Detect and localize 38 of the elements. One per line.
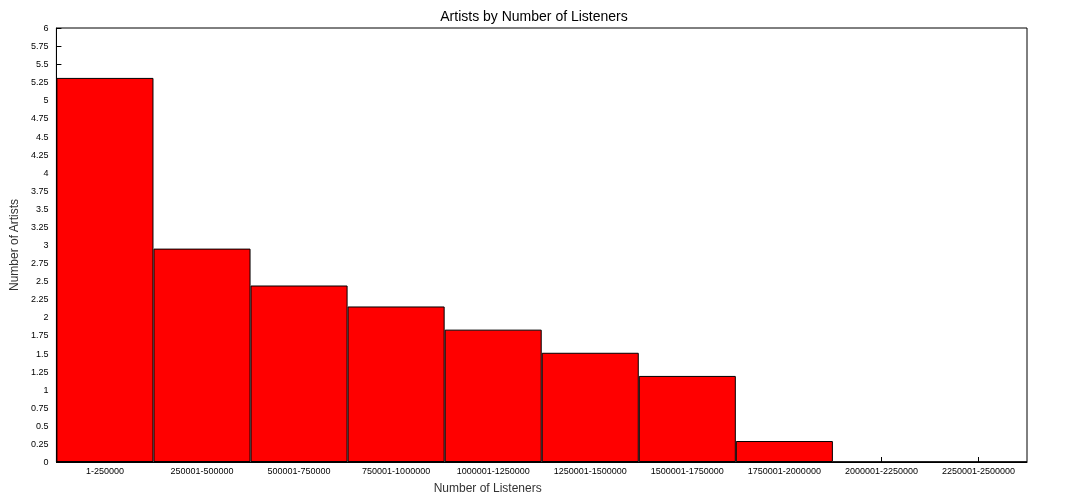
x-tick-label: 2250001-2500000 bbox=[941, 465, 1016, 476]
x-tick-label: 1500001-1750000 bbox=[650, 465, 724, 476]
y-tick-label: 1 bbox=[43, 384, 49, 395]
x-tick-label: 1750001-2000000 bbox=[747, 465, 821, 476]
y-tick-label: 2 bbox=[43, 312, 49, 323]
x-tick-label: 500001-750000 bbox=[267, 465, 331, 476]
y-tick-label: 0.75 bbox=[30, 402, 49, 413]
x-tick-label: 750001-1000000 bbox=[362, 465, 431, 476]
y-tick-label: 0 bbox=[43, 457, 49, 467]
y-tick-label: 1.75 bbox=[30, 330, 49, 341]
y-tick-label: 3.5 bbox=[35, 203, 49, 214]
y-tick-label: 6 bbox=[43, 23, 49, 33]
y-tick-label: 1.25 bbox=[30, 366, 49, 377]
y-tick-label: 4.5 bbox=[35, 131, 49, 142]
y-tick-label: 5.75 bbox=[30, 41, 49, 52]
y-tick-label: 3 bbox=[43, 240, 49, 250]
y-tick-label: 1.5 bbox=[35, 348, 49, 359]
y-tick-label: 3.75 bbox=[30, 185, 49, 196]
y-tick-label: 5.25 bbox=[30, 77, 49, 88]
y-tick-label: 3.25 bbox=[30, 221, 49, 232]
x-tick-label: 1000001-1250000 bbox=[456, 465, 530, 476]
y-tick-label: 0.25 bbox=[30, 438, 49, 449]
y-tick-label: 2.75 bbox=[30, 258, 49, 269]
x-axis-title: Number of Listeners bbox=[433, 481, 542, 495]
y-tick-label: 2.5 bbox=[35, 276, 49, 287]
y-tick-label: 2.25 bbox=[30, 294, 49, 305]
x-tick-label: 250001-500000 bbox=[170, 465, 234, 476]
y-axis-title: Number of Artists bbox=[7, 198, 21, 292]
x-tick-label: 1-250000 bbox=[85, 465, 124, 476]
y-tick-label: 5 bbox=[43, 95, 49, 106]
x-tick-label: 2000001-2250000 bbox=[844, 465, 918, 476]
chart-title: Artists by Number of Listeners bbox=[440, 8, 628, 24]
y-tick-label: 4.75 bbox=[30, 113, 49, 124]
x-tick-label: 1250001-1500000 bbox=[553, 465, 627, 476]
y-tick-label: 5.5 bbox=[35, 59, 49, 70]
y-tick-label: 4.25 bbox=[30, 149, 49, 160]
y-tick-label: 4 bbox=[43, 167, 49, 178]
y-tick-label: 0.5 bbox=[35, 420, 49, 431]
